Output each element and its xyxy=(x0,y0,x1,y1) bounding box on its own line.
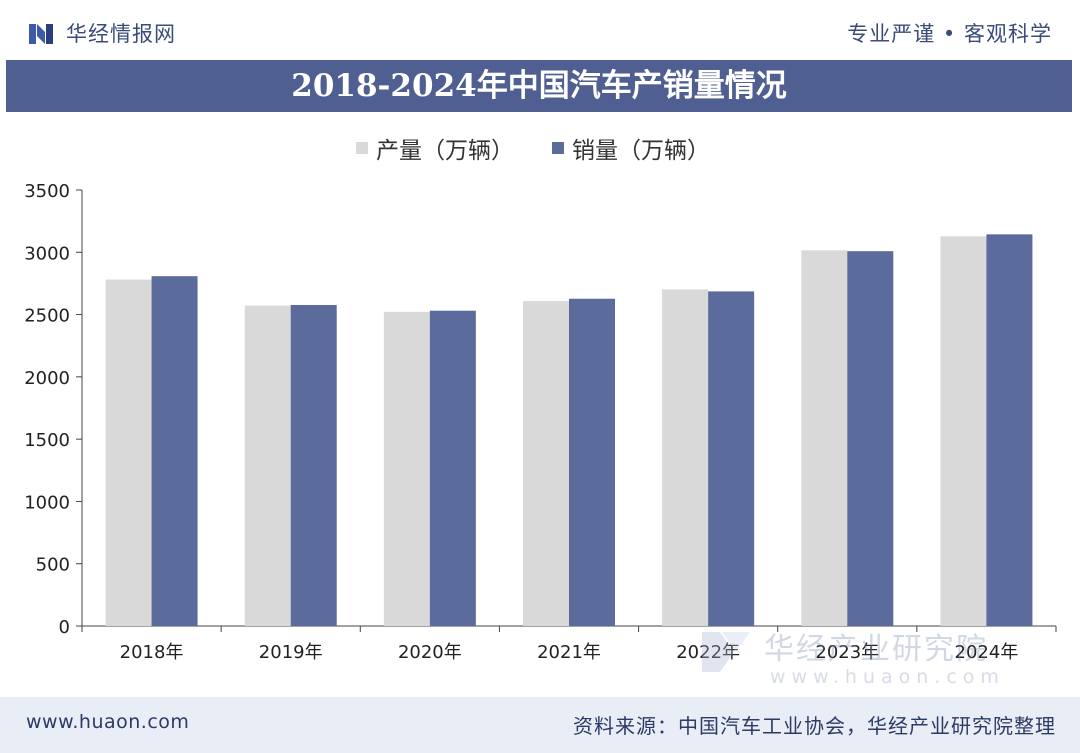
legend: 产量（万辆） 销量（万辆） xyxy=(356,131,748,165)
bar-production xyxy=(801,250,848,626)
legend-item-production: 产量（万辆） xyxy=(356,131,514,165)
x-tick-label: 2022年 xyxy=(676,642,740,663)
huajing-logo-icon xyxy=(29,24,53,44)
x-tick-label: 2024年 xyxy=(955,642,1019,663)
legend-swatch-sales xyxy=(552,142,564,154)
y-tick-label: 500 xyxy=(36,555,70,576)
y-tick-label: 1000 xyxy=(24,492,70,513)
title-band: 2018-2024年中国汽车产销量情况 xyxy=(6,60,1072,112)
bar-chart-svg: 0 500 1000 1500 2000 2500 3000 3500 2018年 2019年 20… xyxy=(24,181,1057,663)
bar-production xyxy=(383,311,430,626)
watermark-logo-icon xyxy=(702,632,750,672)
bar-sales xyxy=(708,291,755,626)
data-source: 资料来源：中国汽车工业协会，华经产业研究院整理 xyxy=(573,714,1056,738)
y-tick-label: 3500 xyxy=(24,181,70,202)
y-tick-label: 3000 xyxy=(24,243,70,264)
bar-sales xyxy=(569,298,615,626)
y-tick-label: 2500 xyxy=(24,306,70,327)
bar-production xyxy=(940,236,987,626)
slogan: 专业严谨 • 客观科学 xyxy=(847,22,1052,46)
bar-sales xyxy=(290,304,337,626)
watermark: 华经产业研究院 www.huaon.com xyxy=(700,622,1030,694)
bar-sales xyxy=(847,251,894,626)
y-tick-label: 1500 xyxy=(24,430,70,451)
legend-item-sales: 销量（万辆） xyxy=(552,131,710,165)
x-tick-label: 2023年 xyxy=(815,642,879,663)
y-tick-label: 0 xyxy=(59,617,70,638)
legend-label-sales: 销量（万辆） xyxy=(572,138,710,164)
x-tick-label: 2020年 xyxy=(398,642,462,663)
legend-label-production: 产量（万辆） xyxy=(376,138,514,164)
x-tick-label: 2021年 xyxy=(537,642,601,663)
header: 华经情报网 专业严谨 • 客观科学 xyxy=(0,0,1080,58)
bar-sales xyxy=(429,310,476,626)
bar-chart: 0 500 1000 1500 2000 2500 3000 3500 2018年 2019年 20… xyxy=(0,170,1080,680)
x-tick-label: 2019年 xyxy=(259,642,323,663)
watermark-text: 华经产业研究院 xyxy=(764,632,988,667)
bar-production xyxy=(662,289,709,626)
brand-name: 华经情报网 xyxy=(66,22,176,46)
bar-sales xyxy=(151,276,198,626)
chart-title: 2018-2024年中国汽车产销量情况 xyxy=(291,68,787,104)
bar-production xyxy=(523,301,569,626)
bar-sales xyxy=(986,234,1033,627)
watermark-url: www.huaon.com xyxy=(770,666,1005,688)
bar-production xyxy=(244,305,291,626)
x-tick-label: 2018年 xyxy=(120,642,184,663)
legend-swatch-production xyxy=(356,142,368,154)
site-url: www.huaon.com xyxy=(26,711,190,733)
footer: www.huaon.com 资料来源：中国汽车工业协会，华经产业研究院整理 xyxy=(0,697,1080,753)
y-tick-label: 2000 xyxy=(24,368,70,389)
bar-production xyxy=(105,279,152,626)
